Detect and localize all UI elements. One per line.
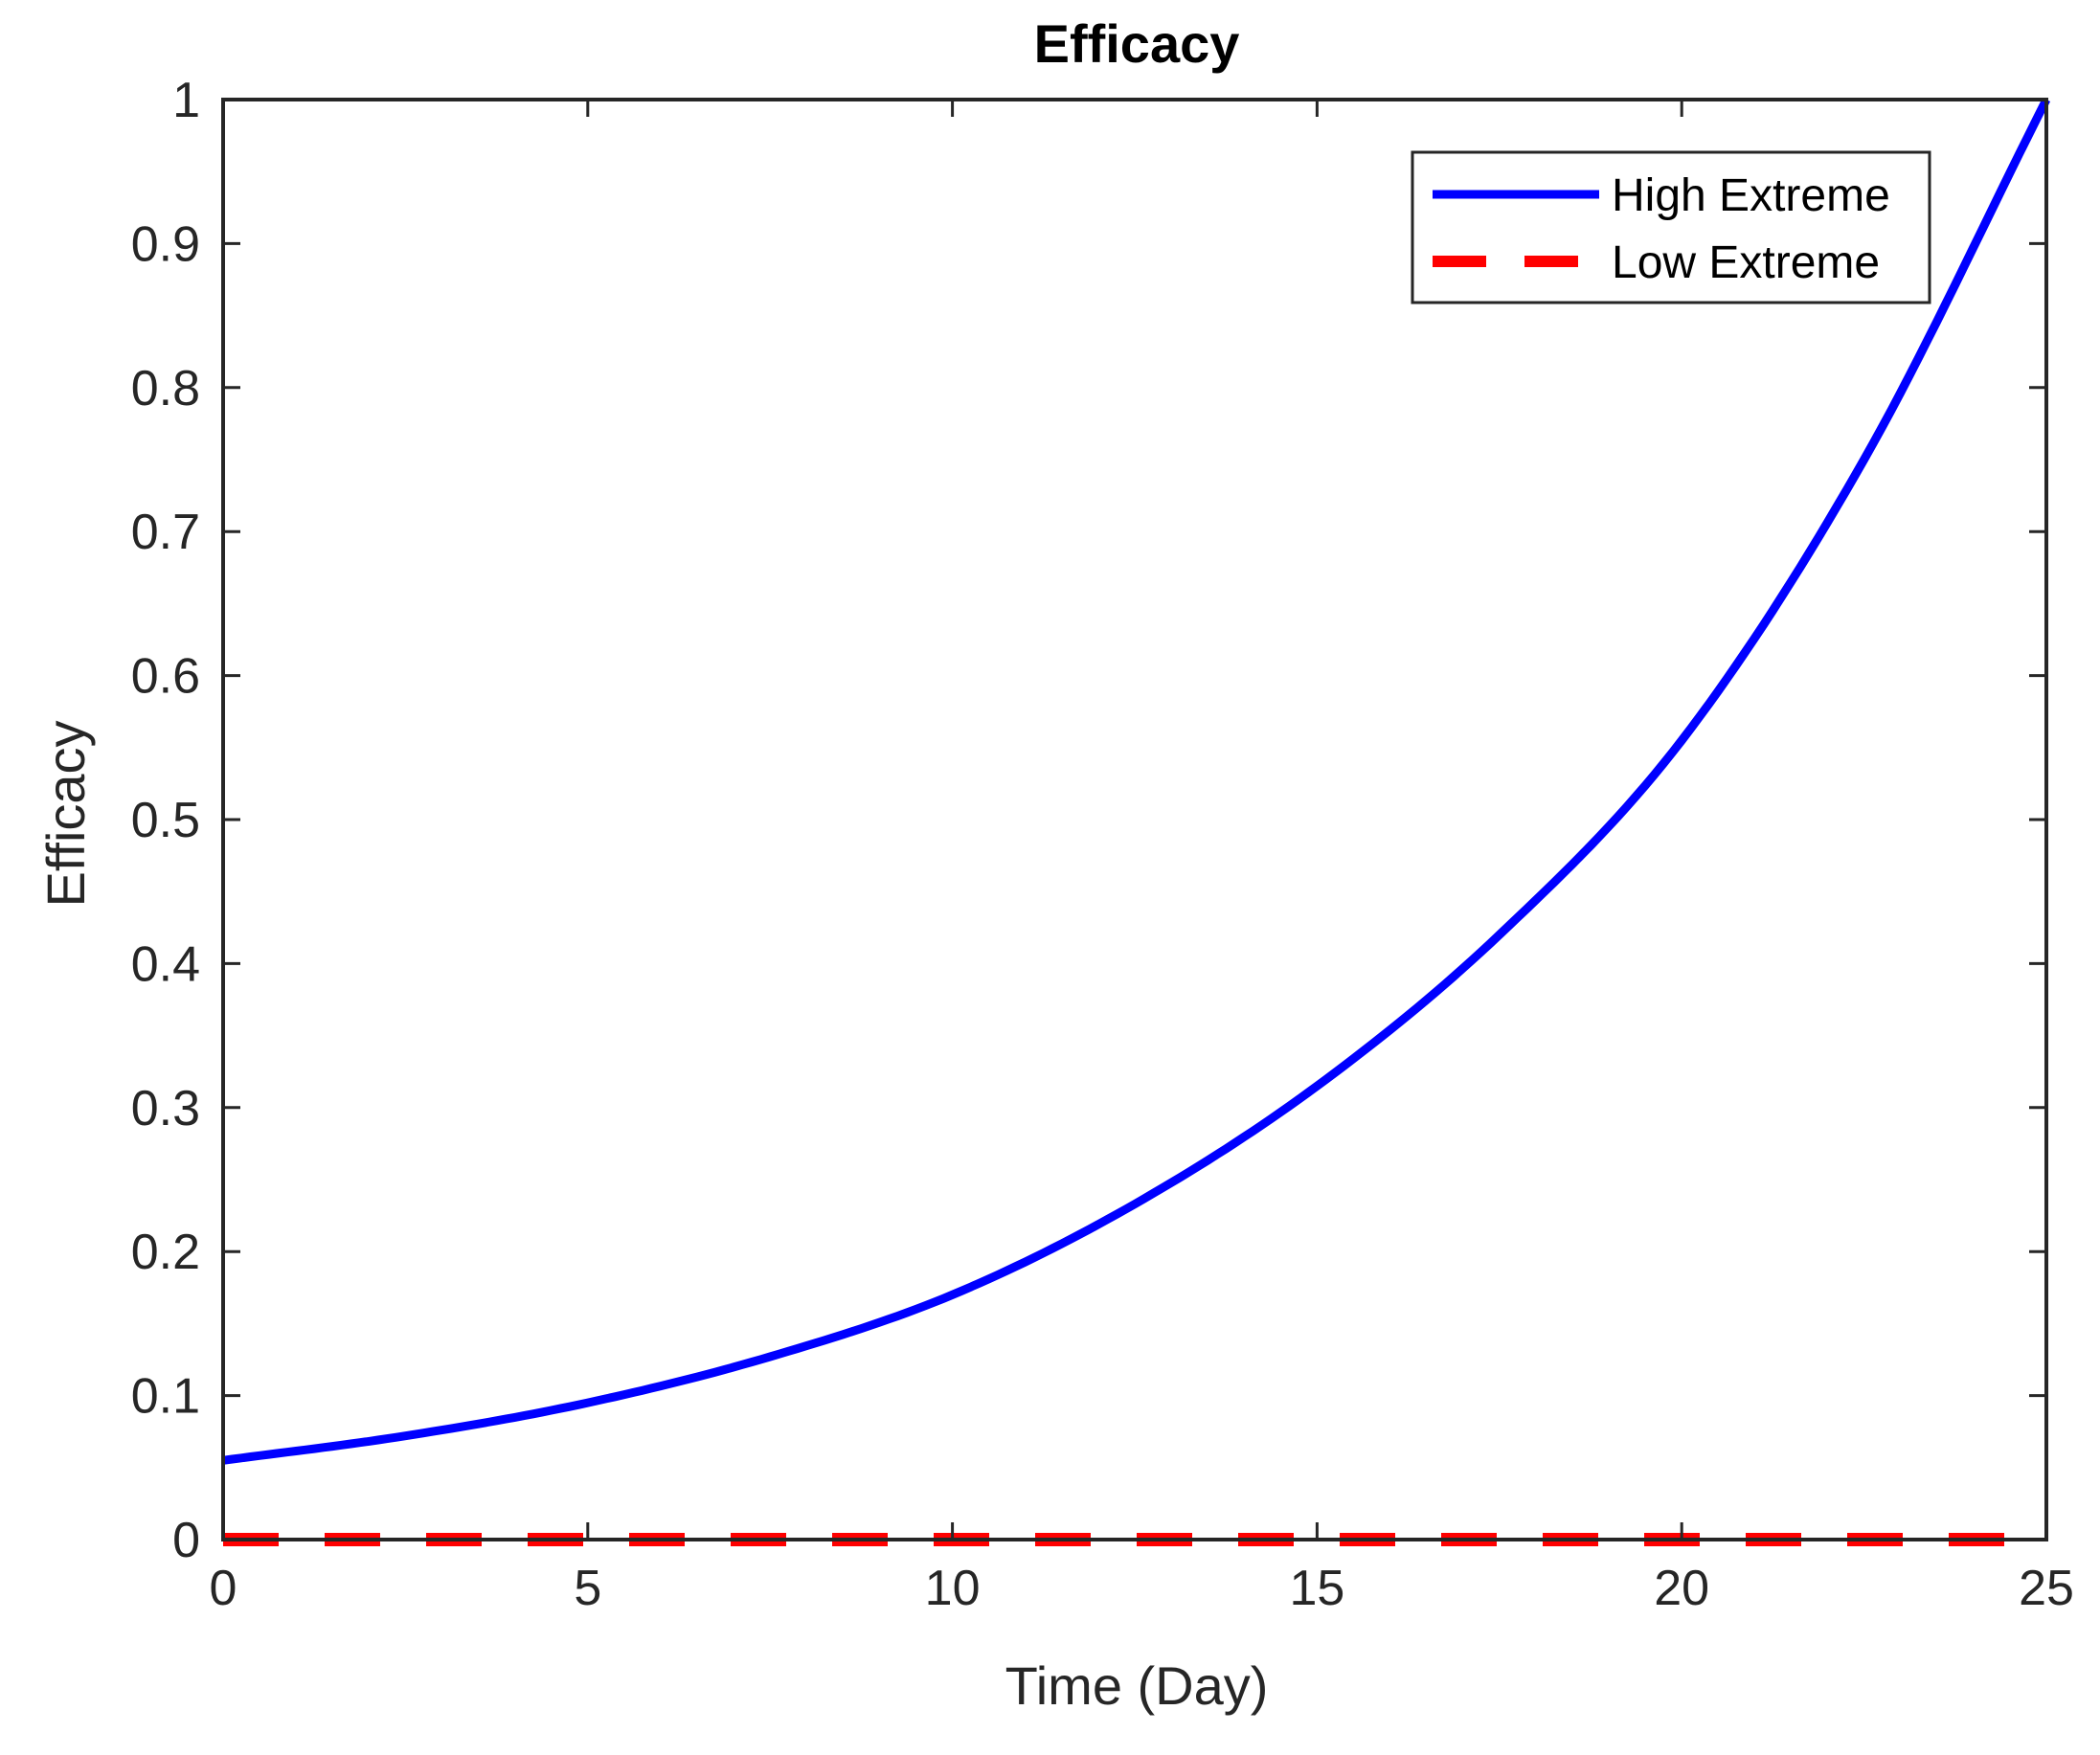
chart-title: Efficacy: [1034, 13, 1240, 74]
axes-frame: [221, 98, 2048, 1541]
x-tick-label: 10: [925, 1561, 981, 1616]
x-tick-label: 15: [1289, 1561, 1344, 1616]
y-tick-label: 0.8: [131, 361, 200, 416]
y-tick-label: 0.7: [131, 505, 200, 560]
y-tick-label: 0.2: [131, 1225, 200, 1280]
axis-ticks: 0 5 10 15 20 25 0 0.1 0.2 0.3 0.4 0.5 0.6 0.7 0.8 0.9 1: [131, 73, 2074, 1616]
y-tick-label: 0.3: [131, 1081, 200, 1136]
y-tick-label: 0.4: [131, 936, 200, 992]
x-axis-label: Time (Day): [1005, 1655, 1269, 1716]
legend-box: [1411, 150, 1931, 304]
x-tick-label: 5: [574, 1561, 601, 1616]
y-axis-label: Efficacy: [35, 720, 96, 907]
x-tick-label: 25: [2019, 1561, 2074, 1616]
y-tick-label: 0: [172, 1513, 200, 1568]
plot-area: [222, 97, 2051, 1546]
series-line-high-extreme: [222, 97, 2051, 1465]
legend: High Extreme Low Extreme: [1411, 150, 1931, 304]
y-tick-label: 0.9: [131, 216, 200, 272]
legend-label-high-extreme: High Extreme: [1612, 170, 1890, 221]
x-tick-label: 0: [210, 1561, 237, 1616]
y-tick-label: 0.6: [131, 649, 200, 705]
x-tick-label: 20: [1654, 1561, 1709, 1616]
legend-label-low-extreme: Low Extreme: [1612, 237, 1880, 288]
y-tick-label: 0.5: [131, 793, 200, 848]
y-tick-label: 0.1: [131, 1369, 200, 1425]
y-tick-label: 1: [172, 73, 200, 128]
